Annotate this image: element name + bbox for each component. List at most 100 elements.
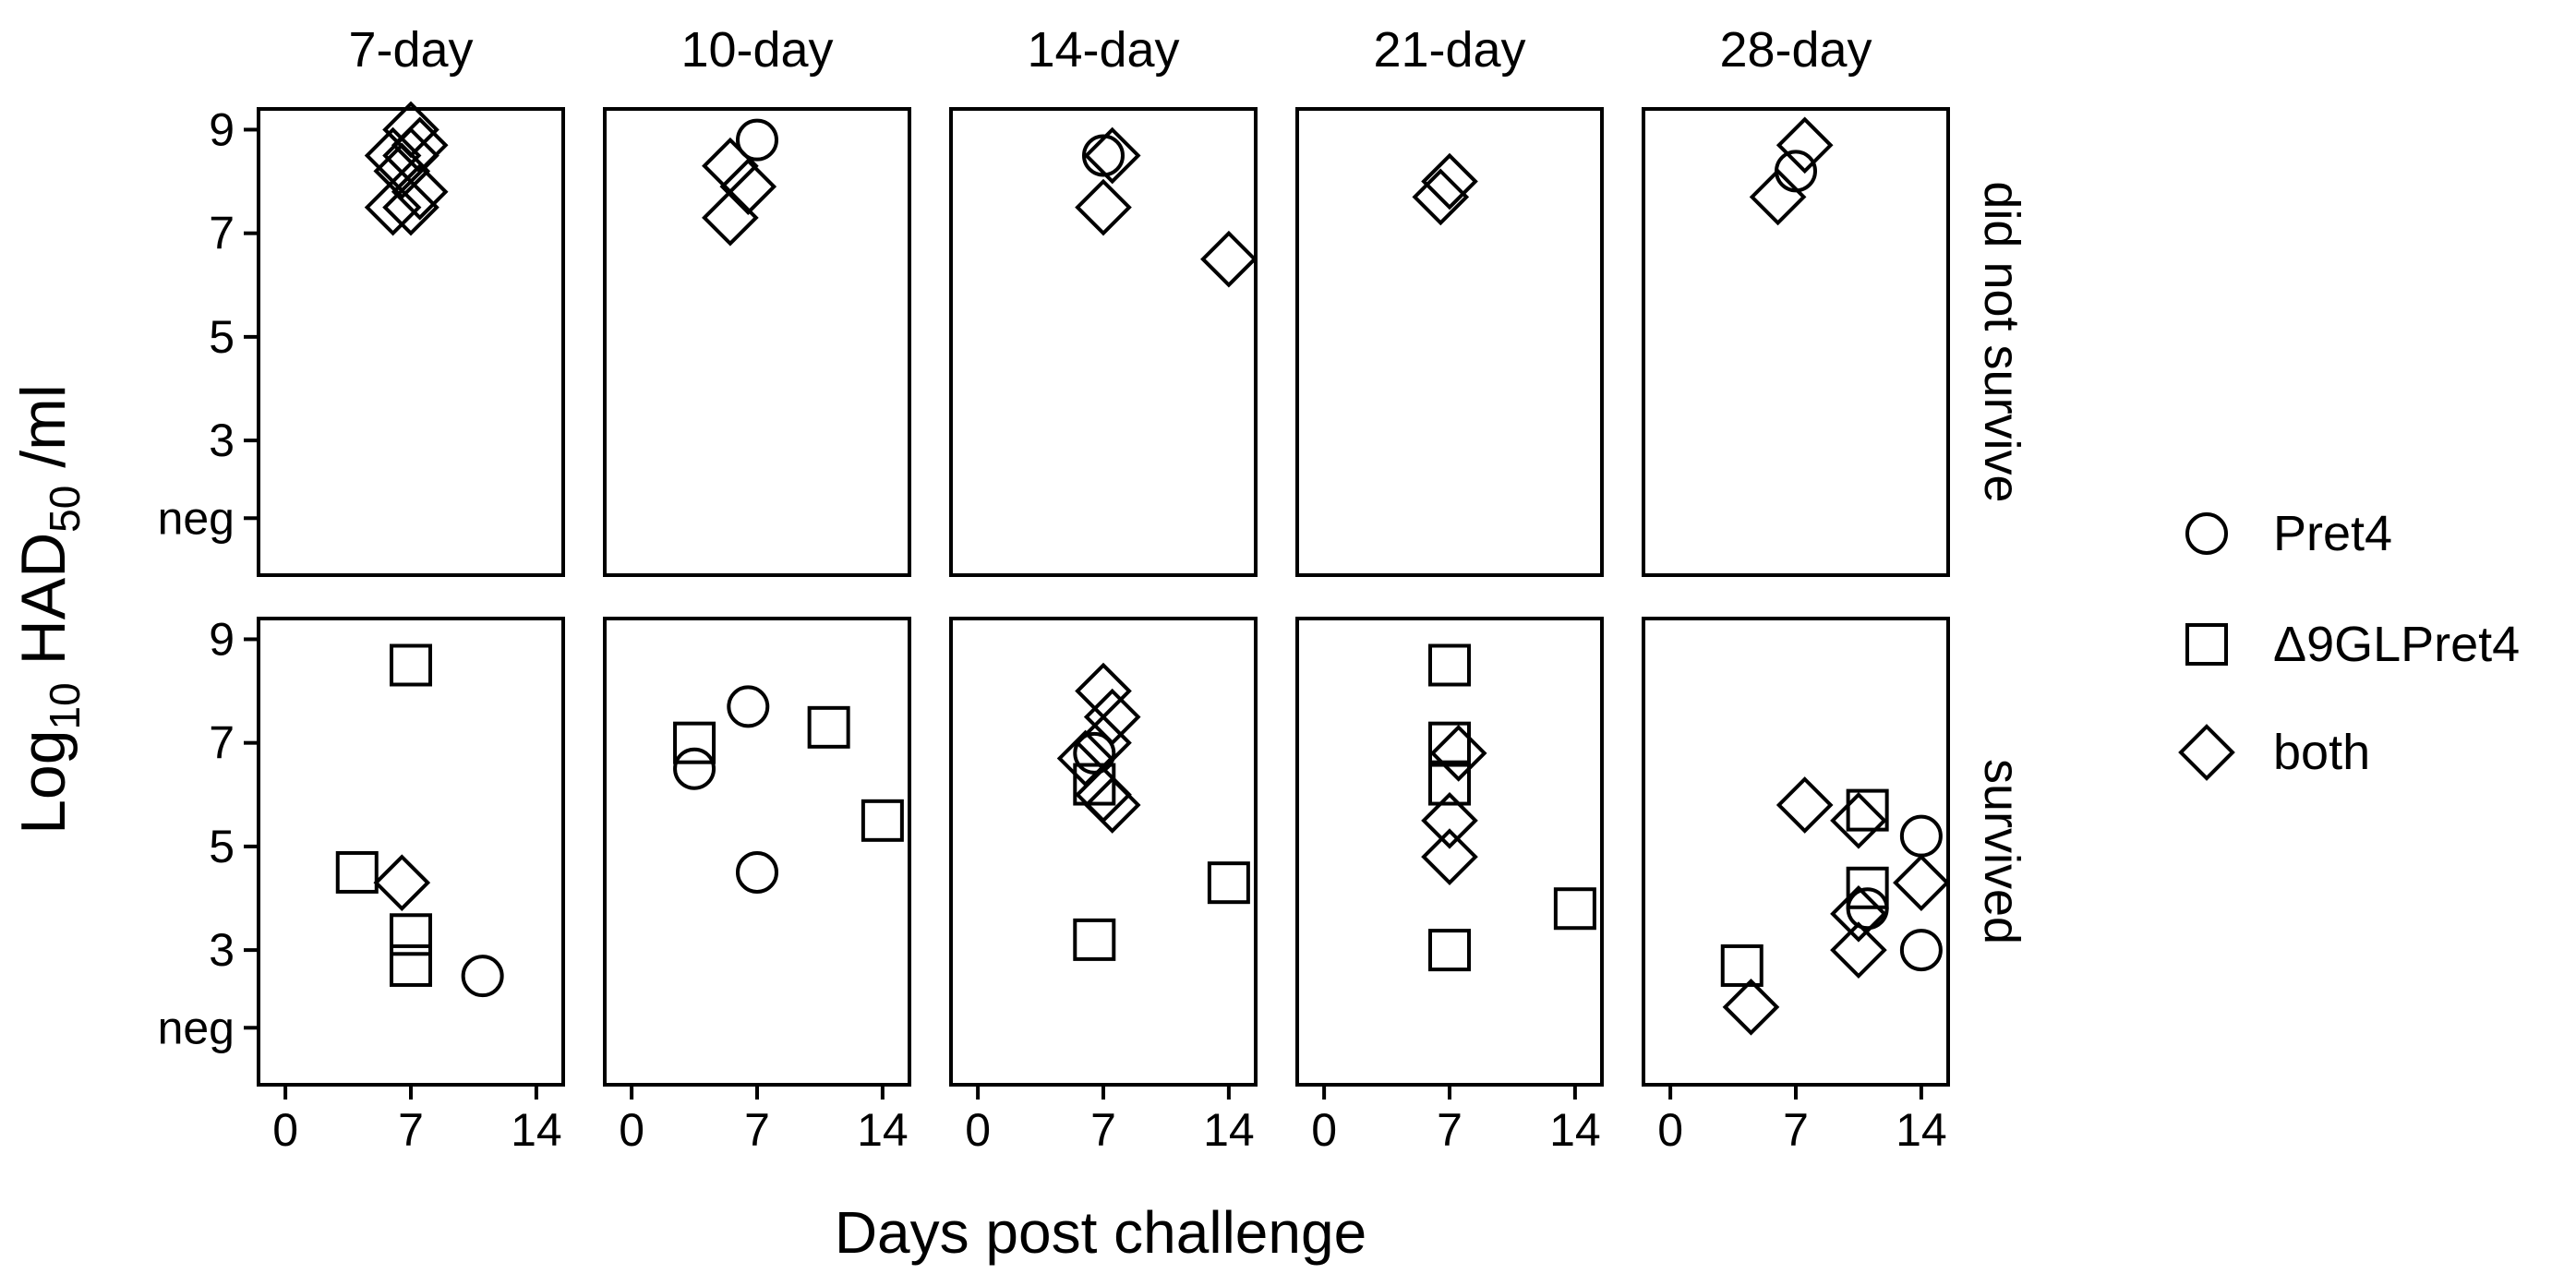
panel-r0-c0 xyxy=(257,107,565,577)
y-axis-label-sub50: 50 xyxy=(41,486,89,533)
x-tick-label: 14 xyxy=(1896,1104,1947,1156)
x-tick-label: 14 xyxy=(511,1104,562,1156)
square-point xyxy=(1428,721,1471,764)
diamond-point xyxy=(1075,765,1132,823)
diamond-point xyxy=(1412,168,1470,226)
y-axis-label-prefix: Log xyxy=(8,729,78,834)
diamond-point xyxy=(373,854,431,911)
diamond-point xyxy=(382,178,439,236)
circle-legend-icon xyxy=(2185,512,2228,555)
diamond-point xyxy=(1421,792,1478,849)
x-tick-label: 0 xyxy=(1311,1104,1337,1156)
square-point xyxy=(335,850,379,894)
column-strip-label: 21-day xyxy=(1373,22,1525,78)
row-strip-label: did not survive xyxy=(1974,181,2029,502)
x-tick-label: 0 xyxy=(619,1104,644,1156)
row-strip-labels: did not survive survived xyxy=(1974,181,2029,944)
panel-r1-c3 xyxy=(1295,617,1604,1087)
x-axes: 0 7 14 0 7 14 0 7 14 0 7 14 0 7 14 xyxy=(272,1085,1947,1156)
square-point xyxy=(673,721,716,764)
diamond-point xyxy=(1083,776,1141,834)
circle-point xyxy=(1073,731,1116,775)
x-tick-label: 7 xyxy=(1783,1104,1809,1156)
diamond-point xyxy=(364,178,422,236)
diamond-point xyxy=(1075,662,1132,720)
panel-r0-c1 xyxy=(603,107,911,577)
diamond-point xyxy=(702,189,759,246)
diamond-point xyxy=(1421,152,1478,210)
panel-r1-c0 xyxy=(257,617,565,1087)
circle-point xyxy=(727,685,770,728)
circle-point xyxy=(673,747,716,790)
square-point xyxy=(390,943,432,987)
diamond-point xyxy=(1893,854,1950,911)
diamond-point xyxy=(1075,178,1132,236)
y-tick-label: 3 xyxy=(209,415,235,466)
y-tick-label: 9 xyxy=(209,103,235,155)
y-tick-label: 3 xyxy=(209,924,235,976)
square-point xyxy=(1846,788,1889,832)
diamond-point xyxy=(1830,792,1887,849)
circle-point xyxy=(461,955,504,998)
diamond-point xyxy=(1083,126,1141,185)
y-tick-label: neg xyxy=(158,492,235,544)
diamond-point xyxy=(1075,714,1132,772)
diamond-point xyxy=(373,142,431,200)
facet-panels xyxy=(257,107,1950,1087)
panel-r0-c3 xyxy=(1295,107,1604,577)
row-strip-label: survived xyxy=(1974,759,2029,944)
y-tick-label: 7 xyxy=(209,717,235,769)
x-tick-label: 0 xyxy=(1657,1104,1683,1156)
diamond-point xyxy=(1749,168,1807,226)
panel-r0-c4 xyxy=(1642,107,1950,577)
legend: Pret4 Δ9GLPret4 both xyxy=(2178,506,2520,781)
square-point xyxy=(1073,763,1116,806)
panel-r1-c4 xyxy=(1642,617,1950,1087)
legend-label: Δ9GLPret4 xyxy=(2273,617,2520,672)
legend-item: both xyxy=(2178,724,2370,781)
legend-label: Pret4 xyxy=(2273,506,2392,561)
circle-point xyxy=(1899,814,1943,858)
diamond-legend-icon xyxy=(2178,724,2235,781)
legend-label: both xyxy=(2273,725,2370,780)
diamond-point xyxy=(1830,921,1887,979)
y-axis-label-mid: HAD xyxy=(8,533,78,682)
square-point xyxy=(390,913,432,956)
x-axis-label: Days post challenge xyxy=(835,1199,1366,1266)
diamond-point xyxy=(1056,729,1114,787)
y-tick-label: 5 xyxy=(209,311,235,363)
diamond-point xyxy=(719,158,777,215)
circle-point xyxy=(1775,150,1817,193)
square-point xyxy=(390,643,432,687)
column-strip-labels: 7-day 10-day 14-day 21-day 28-day xyxy=(348,22,1872,78)
square-point xyxy=(1428,643,1471,687)
square-point xyxy=(1720,943,1763,987)
column-strip-label: 7-day xyxy=(348,22,473,78)
square-point xyxy=(1428,763,1471,806)
x-tick-label: 7 xyxy=(744,1104,770,1156)
legend-item: Δ9GLPret4 xyxy=(2185,617,2520,672)
square-point xyxy=(1553,887,1596,931)
x-tick-label: 14 xyxy=(857,1104,909,1156)
x-tick-label: 14 xyxy=(1549,1104,1601,1156)
circle-point xyxy=(1082,134,1125,177)
square-point xyxy=(861,799,904,842)
diamond-point xyxy=(1776,116,1834,174)
square-point xyxy=(807,705,850,749)
square-legend-icon xyxy=(2185,623,2228,666)
y-tick-label: 9 xyxy=(209,613,235,665)
x-tick-label: 0 xyxy=(272,1104,298,1156)
y-axis-label: Log10 HAD50 /ml xyxy=(8,384,89,835)
diamond-point xyxy=(391,162,449,221)
diamond-point xyxy=(1722,979,1780,1036)
circle-point xyxy=(1899,929,1943,972)
x-tick-label: 14 xyxy=(1203,1104,1255,1156)
diamond-point xyxy=(1421,828,1478,885)
column-strip-label: 14-day xyxy=(1027,22,1179,78)
panel-r1-c2 xyxy=(949,617,1258,1087)
circle-point xyxy=(736,118,778,162)
diamond-point xyxy=(1200,230,1258,288)
x-tick-label: 7 xyxy=(398,1104,424,1156)
y-tick-label: 5 xyxy=(209,821,235,872)
